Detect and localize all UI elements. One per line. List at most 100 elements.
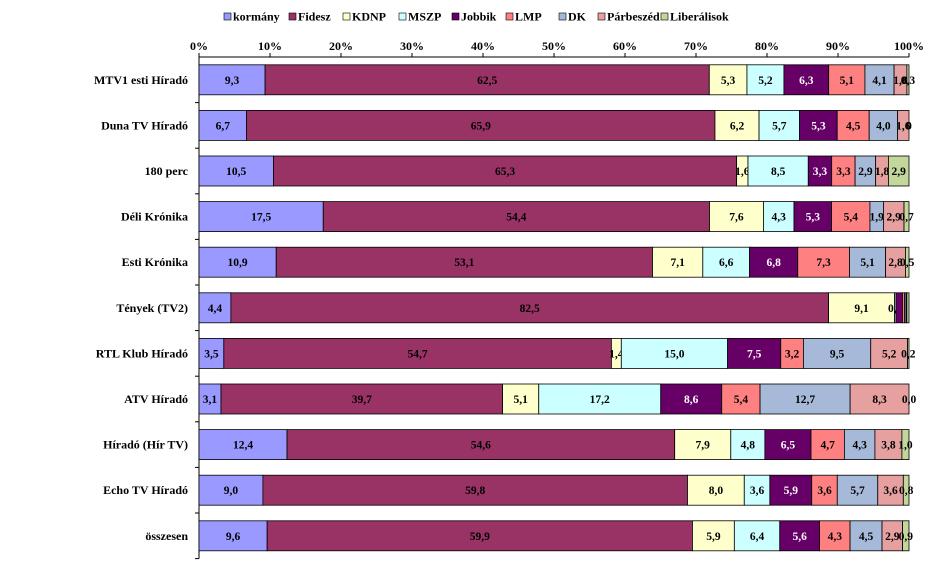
- legend-swatch: [398, 12, 407, 21]
- data-label: 62,5: [477, 75, 497, 87]
- legend-item: Párbeszéd: [597, 10, 660, 24]
- bar-segment: [906, 292, 910, 324]
- bar-segment: [803, 337, 872, 369]
- legend-item: Jobbik: [451, 10, 497, 24]
- data-label: 2,8: [888, 257, 903, 269]
- bar-segment: [749, 246, 799, 278]
- legend-item: DK: [558, 10, 587, 24]
- bar-row: 17,5 54,4 7,6 4,3 5,3 5,4 1,9 2,90,7: [198, 201, 914, 233]
- data-label: 8,0: [709, 485, 724, 497]
- data-label: 9,6: [226, 531, 241, 543]
- data-label: 17,2: [590, 394, 610, 406]
- data-label: 3,6: [817, 485, 832, 497]
- bar-segment: [275, 246, 653, 278]
- data-label: 5,4: [844, 212, 859, 224]
- chart-legend: kormány Fidesz KDNP MSZP Jobbik LMP DK Párbeszé…: [223, 10, 729, 24]
- bar-row: 9,6 59,9 5,9 6,4 5,6 4,3 4,5 2,9 0,9: [198, 520, 914, 552]
- bar-segment: [797, 246, 850, 278]
- bar-segment: [198, 429, 288, 461]
- data-label: 5,3: [811, 120, 826, 132]
- bar-segment: [877, 474, 904, 506]
- bar-segment: [849, 246, 887, 278]
- data-label: 6,3: [799, 75, 814, 87]
- bar-segment: [198, 292, 232, 324]
- data-label: 82,5: [520, 303, 540, 315]
- data-label: 17,5: [251, 212, 271, 224]
- bar-row: 6,7 65,9 6,2 5,7 5,3 4,5 4,0 1,60: [198, 110, 912, 141]
- data-label: 5,9: [784, 485, 799, 497]
- data-label: 3,3: [813, 166, 828, 178]
- data-label: 15,0: [664, 348, 684, 360]
- data-label: 5,2: [758, 75, 773, 87]
- legend-item: MSZP: [398, 10, 441, 24]
- legend-swatch: [223, 12, 232, 21]
- data-label: 5,7: [850, 485, 865, 497]
- bar-segment: [828, 292, 895, 324]
- data-label: 7,3: [816, 257, 831, 269]
- category-label: összesen: [145, 529, 188, 543]
- data-label: 3,1: [203, 394, 218, 406]
- data-label: 5,1: [513, 394, 528, 406]
- category-label: ATV Híradó: [124, 392, 188, 406]
- legend-item: kormány: [223, 10, 280, 24]
- data-label: 9,3: [225, 75, 240, 87]
- data-label: 2,9: [885, 531, 900, 543]
- data-label: 6,4: [750, 531, 765, 543]
- legend-swatch: [597, 12, 606, 21]
- data-label: 3,6: [883, 485, 898, 497]
- bar-row: 10,9 53,1 7,1 6,6 6,8 7,3 5,1 2,80,5: [198, 246, 915, 278]
- bar-segment: [727, 337, 782, 369]
- legend-label: KDNP: [352, 10, 386, 24]
- data-label: 1,9: [870, 212, 885, 224]
- data-label: 6,2: [730, 120, 745, 132]
- bar-segment: [874, 429, 903, 461]
- bar-row: 9,0 59,8 8,0 3,6 5,9 3,6 5,7 3,6 0,8: [198, 474, 914, 506]
- data-label: 4,5: [846, 120, 861, 132]
- bar-segment: [836, 110, 870, 141]
- data-label: 6,8: [766, 257, 781, 269]
- category-label: Tények (TV2): [116, 301, 188, 315]
- bar-segment: [764, 429, 812, 461]
- data-label: 1,6: [896, 120, 911, 132]
- x-tick-label: 70%: [684, 39, 708, 53]
- data-label: 7,1: [670, 257, 685, 269]
- data-label: 4,1: [872, 75, 887, 87]
- bar-segment: [811, 474, 838, 506]
- data-label: 6,7: [216, 120, 231, 132]
- data-label: 5,7: [772, 120, 787, 132]
- bar-segment: [230, 292, 829, 324]
- bar-segment: [198, 520, 268, 552]
- bar-segment: [220, 383, 503, 415]
- legend-swatch: [342, 12, 351, 21]
- x-tick-label: 0%: [190, 39, 208, 53]
- data-label: 0,3: [901, 75, 916, 87]
- bar-row: 9,3 62,5 5,3 5,2 6,3 5,1 4,1 1,80,3: [198, 64, 916, 96]
- data-label: 5,2: [882, 348, 897, 360]
- bar-segment: [721, 383, 761, 415]
- data-label: 54,7: [408, 348, 428, 360]
- bar-segment: [692, 520, 735, 552]
- data-label: 5,3: [721, 75, 736, 87]
- legend-label: Jobbik: [461, 10, 497, 24]
- data-label: 3,6: [750, 485, 765, 497]
- x-tick-label: 60%: [613, 39, 637, 53]
- bar-segment: [901, 429, 910, 461]
- data-label: 5,4: [734, 394, 749, 406]
- legend-item: Liberálisok: [660, 10, 729, 24]
- bar-segment: [273, 155, 738, 187]
- data-label: 4,8: [741, 440, 756, 452]
- data-label: 5,1: [840, 75, 855, 87]
- bar-segment: [702, 246, 750, 278]
- data-label: 54,6: [471, 440, 491, 452]
- legend-label: LMP: [515, 10, 542, 24]
- data-label: 4,5: [859, 531, 874, 543]
- data-label: 2,9: [892, 166, 907, 178]
- bar-segment: [906, 64, 910, 96]
- data-label: 4,3: [852, 440, 867, 452]
- bar-segment: [674, 429, 732, 461]
- data-label: 0,9: [899, 531, 914, 543]
- data-label: 0,7: [899, 212, 914, 224]
- data-label: 5,6: [792, 531, 807, 543]
- bar-segment: [831, 201, 871, 233]
- legend-swatch: [558, 12, 567, 21]
